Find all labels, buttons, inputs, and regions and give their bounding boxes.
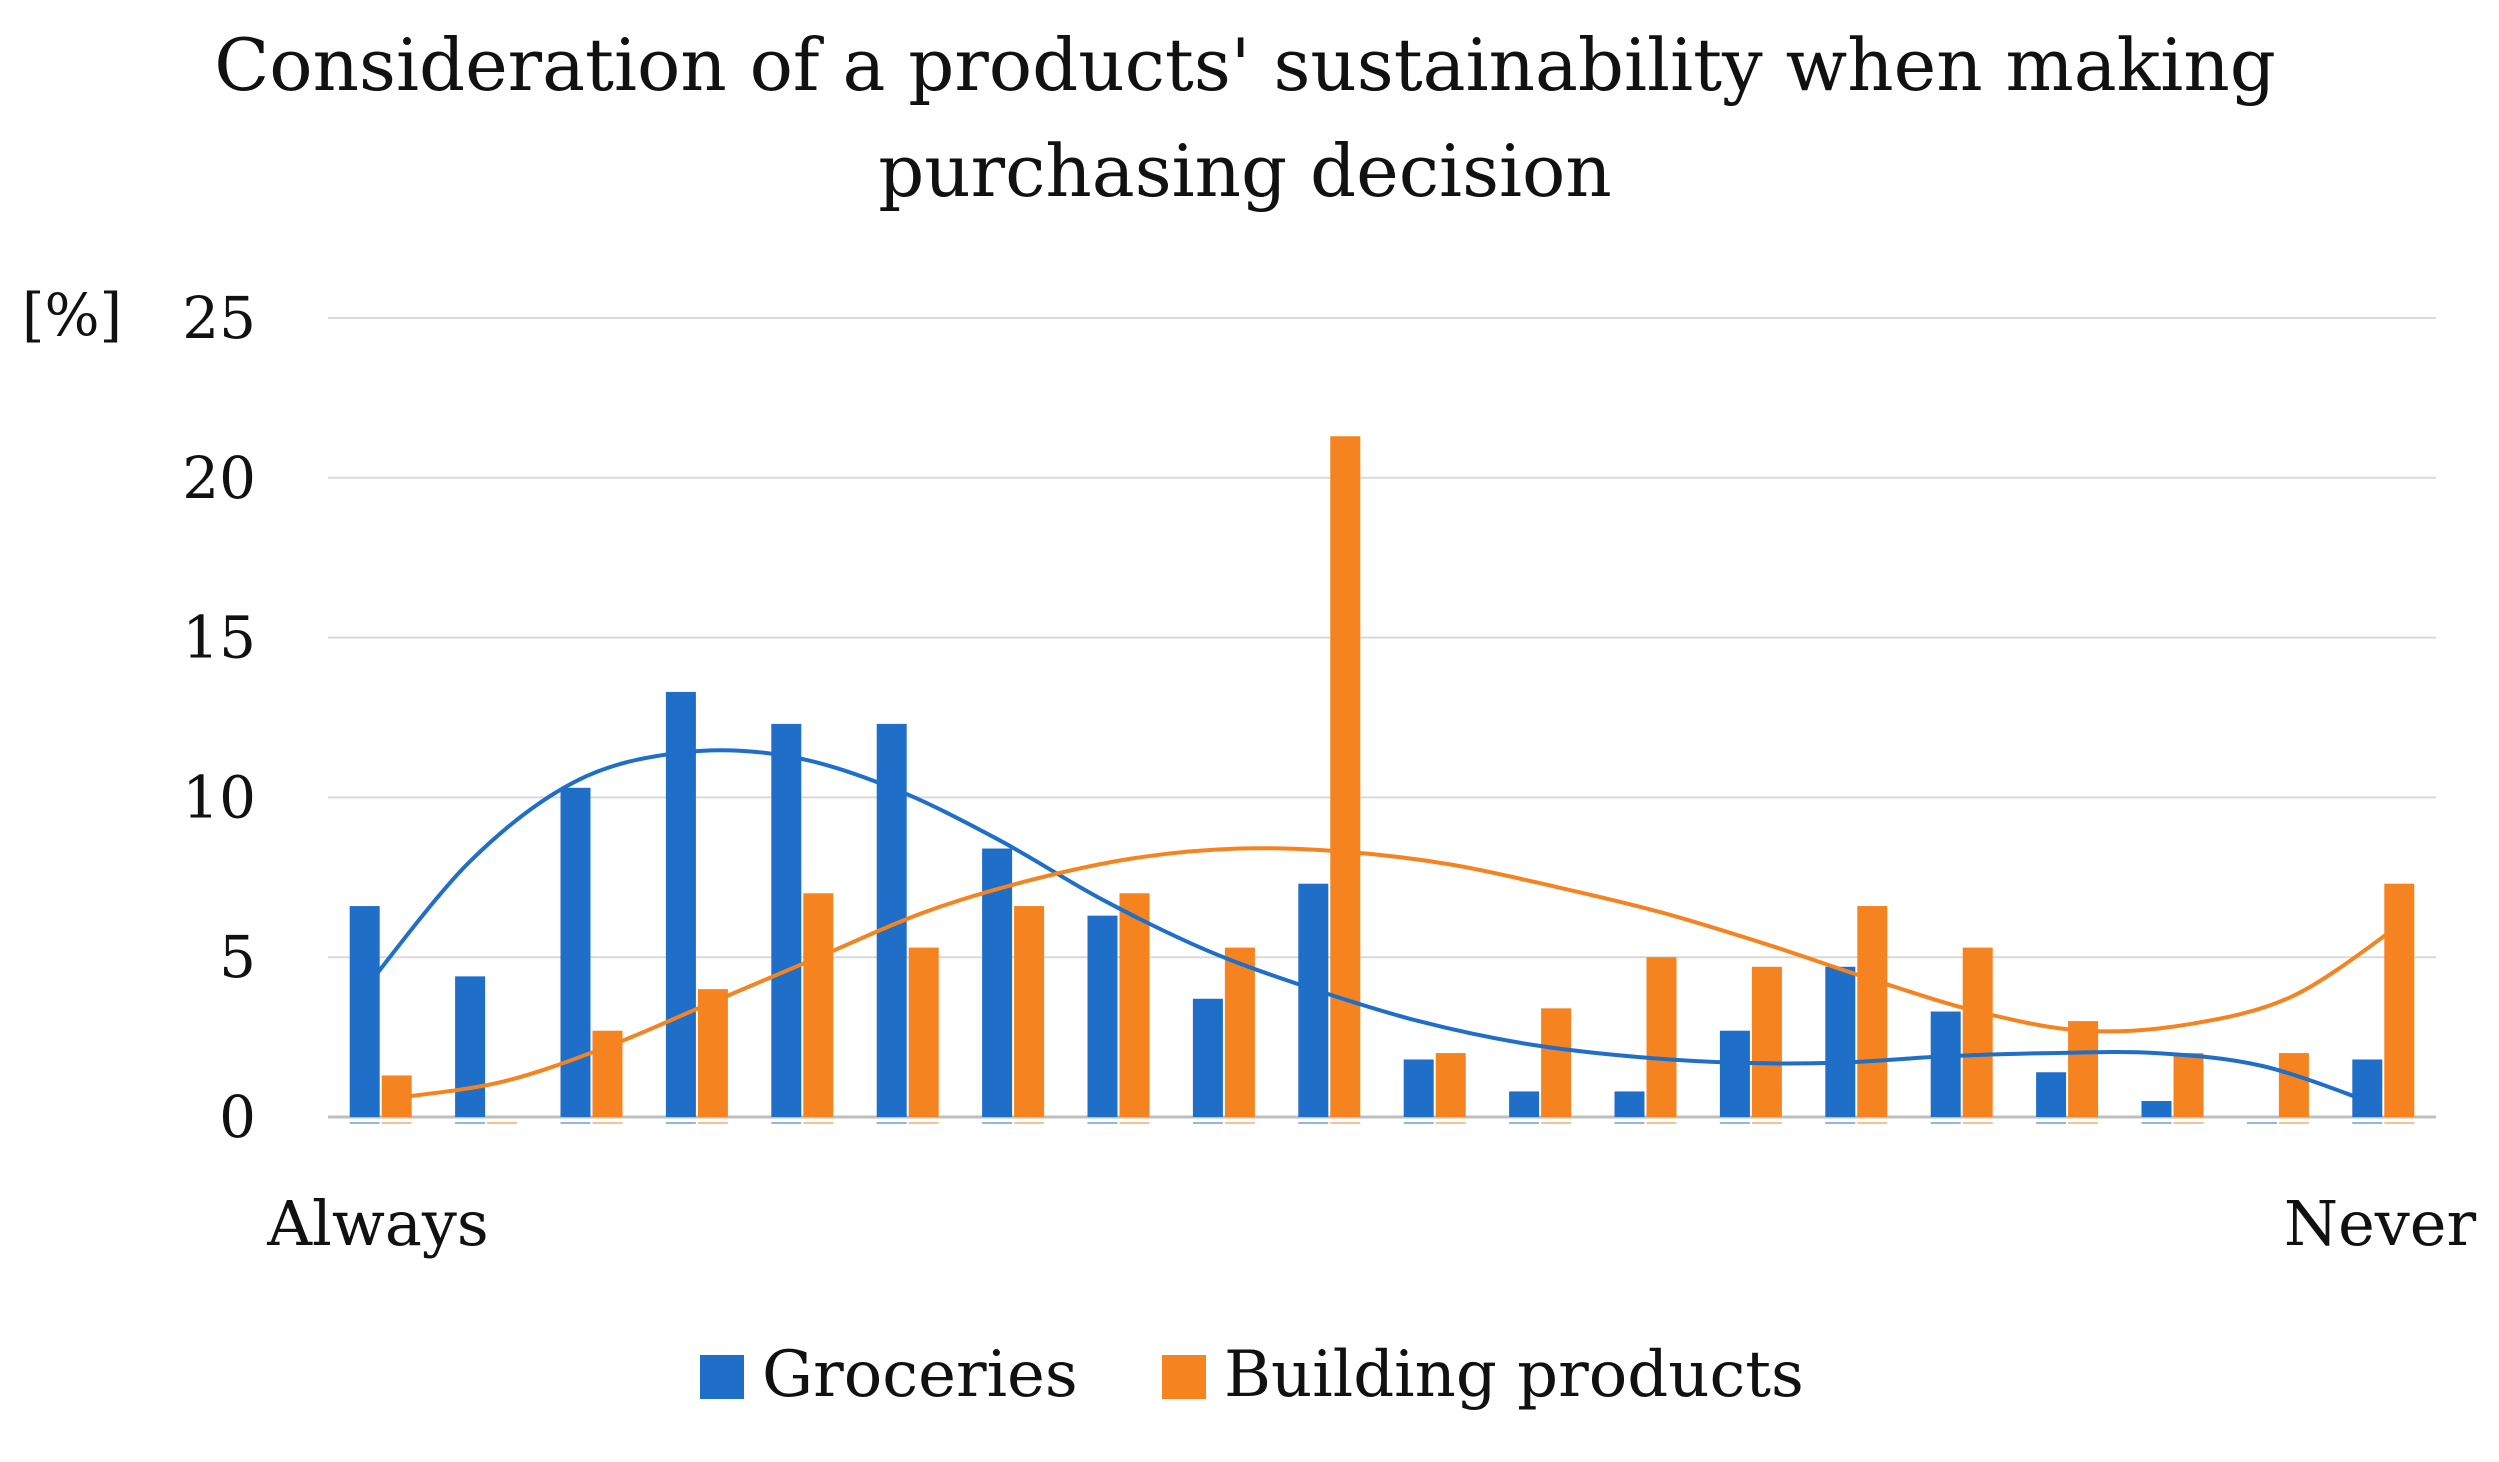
bar-building-20 xyxy=(2384,883,2415,1117)
y-tick-label-15: 15 xyxy=(182,604,256,672)
bar-building-17 xyxy=(2068,1021,2099,1117)
bar-building-11 xyxy=(1435,1053,1466,1117)
bar-groceries-4 xyxy=(665,691,696,1117)
y-tick-label-5: 5 xyxy=(219,923,256,991)
bar-building-4 xyxy=(697,989,728,1117)
y-tick-label-0: 0 xyxy=(219,1083,256,1151)
trendline-groceries xyxy=(362,748,2370,1104)
bar-building-5 xyxy=(803,893,834,1117)
bar-building-16 xyxy=(1962,947,1993,1117)
bar-groceries-14 xyxy=(1719,1030,1750,1117)
bar-building-13 xyxy=(1646,957,1677,1117)
legend: Groceries Building products xyxy=(700,1338,1804,1412)
bar-groceries-5 xyxy=(771,723,802,1117)
y-axis-label: [%] xyxy=(22,281,122,349)
bar-groceries-20 xyxy=(2352,1059,2383,1117)
bar-building-15 xyxy=(1857,906,1888,1117)
y-tick-labels: 0 5 10 15 20 25 xyxy=(182,284,256,1151)
bar-groceries-13 xyxy=(1614,1091,1645,1117)
bar-groceries-3 xyxy=(560,787,591,1117)
y-tick-label-25: 25 xyxy=(182,284,256,352)
bar-building-10 xyxy=(1330,436,1361,1117)
bars xyxy=(349,436,2415,1124)
bar-groceries-18 xyxy=(2141,1101,2172,1117)
bar-building-6 xyxy=(908,947,939,1117)
bar-building-19 xyxy=(2278,1053,2309,1117)
x-start-label: Always xyxy=(266,1187,488,1260)
bar-building-14 xyxy=(1751,966,1782,1117)
bar-groceries-15 xyxy=(1825,966,1856,1117)
bar-building-7 xyxy=(1014,906,1045,1117)
y-tick-label-20: 20 xyxy=(182,444,256,512)
bar-building-9 xyxy=(1224,947,1255,1117)
bar-groceries-9 xyxy=(1192,998,1223,1117)
trendline-building xyxy=(394,846,2402,1100)
bar-building-18 xyxy=(2173,1053,2204,1117)
bar-groceries-10 xyxy=(1298,883,1329,1117)
legend-swatch-groceries xyxy=(700,1355,744,1399)
bar-groceries-12 xyxy=(1509,1091,1540,1117)
bar-groceries-2 xyxy=(455,976,486,1117)
trendlines xyxy=(362,748,2402,1104)
bar-groceries-8 xyxy=(1087,915,1118,1117)
x-end-label: Never xyxy=(2284,1187,2477,1260)
bar-building-8 xyxy=(1119,893,1150,1117)
bar-groceries-17 xyxy=(2036,1072,2067,1117)
y-tick-label-10: 10 xyxy=(182,763,256,831)
bar-groceries-16 xyxy=(1930,1011,1961,1117)
chart-title-line-1: Consideration of a products' sustainabil… xyxy=(214,23,2276,107)
gridlines xyxy=(328,317,2436,1119)
bar-building-12 xyxy=(1541,1008,1572,1117)
chart-title-line-2: purchasing decision xyxy=(878,129,1612,213)
legend-swatch-building-products xyxy=(1162,1355,1206,1399)
legend-label-building-products: Building products xyxy=(1224,1338,1804,1412)
bar-groceries-11 xyxy=(1403,1059,1434,1117)
legend-label-groceries: Groceries xyxy=(762,1338,1078,1412)
bar-groceries-1 xyxy=(349,906,380,1117)
